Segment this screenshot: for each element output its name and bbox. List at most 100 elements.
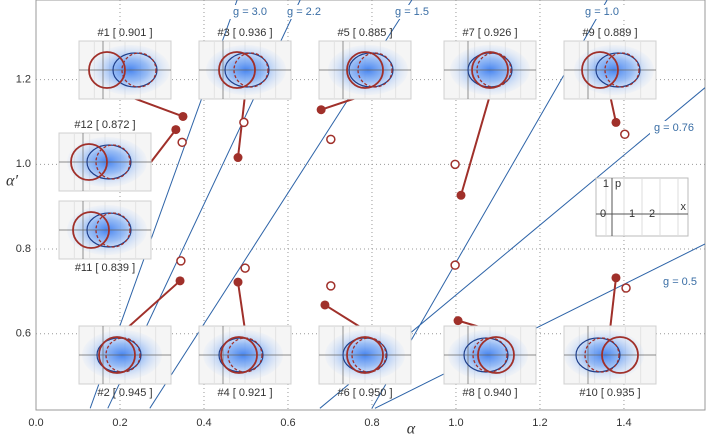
y-tick-label: 0.6 [16,328,31,340]
connector [124,280,181,331]
inset [443,325,537,385]
x-tick-label: 1.0 [448,417,463,429]
inset-circle [601,336,639,374]
y-tick-label: 1.0 [16,158,31,170]
inset-label: #6 [ 0.950 ] [337,387,392,399]
inset-circle [346,336,384,374]
guide-line [374,243,705,409]
inset-circle [88,51,126,89]
open-point [621,283,631,293]
inset-circle-dashed [584,337,620,373]
x-tick-label: 0.0 [28,417,43,429]
inset-circle [477,336,515,374]
inset-circle-dashed [95,144,131,180]
inset [78,40,172,100]
inset [563,325,657,385]
inset [58,200,152,260]
connector [609,94,617,123]
key-y-tick: 1 [603,178,609,190]
guide-label-bg [656,275,704,289]
guide-label: g = 1.0 [585,6,619,18]
y-tick-label: 1.2 [16,74,31,86]
guide-label-bg [650,121,698,135]
inset-circle [220,336,258,374]
inset [318,325,412,385]
inset [78,325,172,385]
inset [198,325,292,385]
filled-point [456,190,466,200]
guide-label: g = 0.76 [654,122,694,134]
inset-label: #1 [ 0.901 ] [97,27,152,39]
inset-circle-dashed [604,52,640,88]
x-axis-label: α [407,421,416,437]
inset [318,40,412,100]
filled-point [171,125,181,135]
filled-point [453,316,463,326]
connector [609,277,617,331]
inset-circle-dashed [121,52,157,88]
inset-label: #12 [ 0.872 ] [74,119,135,131]
connector [460,94,491,196]
filled-point [178,111,188,121]
inset [58,132,152,192]
connector [150,128,177,163]
inset-circle-dashed [95,212,131,248]
inset-circle [98,336,136,374]
filled-point [611,117,621,127]
filled-point [175,276,185,286]
inset-label: #11 [ 0.839 ] [75,262,135,274]
inset-label: #8 [ 0.940 ] [462,387,517,399]
guide-label: g = 1.5 [395,6,429,18]
key-x-label: x [681,201,687,213]
guide-label: g = 2.2 [287,6,321,18]
inset-circle [218,51,256,89]
inset-label: #7 [ 0.926 ] [462,27,517,39]
inset-circle [70,143,108,181]
y-tick-label: 0.8 [16,243,31,255]
inset-label: #5 [ 0.885 ] [337,27,392,39]
inset [563,40,657,100]
guide-label: g = 3.0 [233,6,267,18]
x-tick-label: 0.8 [364,417,379,429]
x-tick-label: 0.4 [196,417,211,429]
key-x-tick: 2 [649,208,655,220]
open-point [450,260,460,270]
guide-label-bg [226,5,274,19]
inset-circle [346,51,384,89]
open-point [176,256,186,266]
inset-label: #9 [ 0.889 ] [582,27,637,39]
filled-point [233,277,243,287]
open-point [450,159,460,170]
x-tick-label: 1.4 [616,417,631,429]
open-point [239,117,249,128]
open-point [326,281,336,291]
open-point [240,263,250,273]
inset-circle [72,211,110,249]
y-axis-label: α′ [6,173,18,190]
filled-point [611,273,621,283]
guide-label-bg [388,5,436,19]
inset [443,40,537,100]
inset [198,40,292,100]
inset-circle [581,51,619,89]
open-point [620,129,630,140]
inset-label: #4 [ 0.921 ] [217,387,272,399]
inset-label: #2 [ 0.945 ] [97,387,152,399]
open-point [177,137,187,148]
inset-circle [471,51,509,89]
guide-label-bg [280,5,328,19]
x-tick-label: 1.2 [532,417,547,429]
guide-label-bg [578,5,626,19]
open-point [326,134,336,145]
inset-circle-dashed [233,52,269,88]
inset-label: #10 [ 0.935 ] [579,387,640,399]
connector [237,281,246,331]
x-tick-label: 0.6 [280,417,295,429]
key-y-label: p [615,178,621,190]
filled-point [320,300,330,310]
filled-point [233,153,243,163]
x-tick-label: 0.2 [112,417,127,429]
filled-point [316,105,326,115]
key-x-tick: 1 [629,208,635,220]
